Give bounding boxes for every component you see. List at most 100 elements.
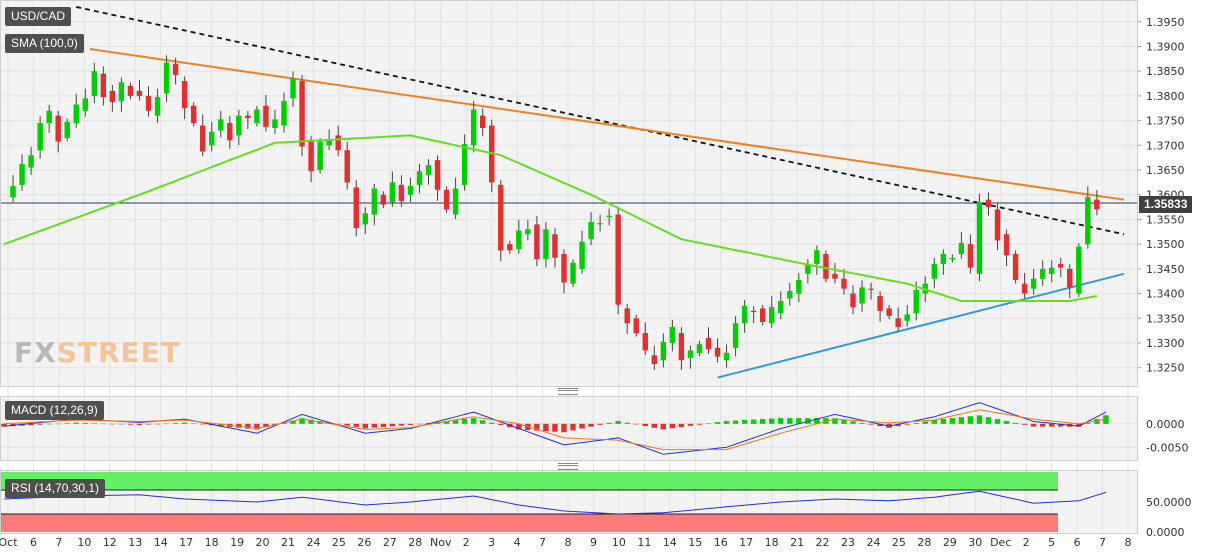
macd-histogram-bar bbox=[82, 423, 88, 424]
y-tick-label: 1.3800 bbox=[1146, 90, 1185, 103]
candle-bullish bbox=[407, 186, 414, 195]
macd-histogram-bar bbox=[796, 418, 802, 424]
x-tick-label: 7 bbox=[1099, 536, 1106, 549]
x-tick-label: 21 bbox=[281, 536, 295, 549]
candle-bullish bbox=[805, 265, 811, 274]
y-tick-label: 1.3750 bbox=[1146, 115, 1185, 128]
macd-histogram-bar bbox=[1076, 423, 1082, 427]
candle-bullish bbox=[371, 188, 378, 215]
candle-bullish bbox=[470, 109, 477, 146]
y-tick-label: 1.3350 bbox=[1146, 312, 1185, 325]
candle-bullish bbox=[525, 229, 531, 235]
macd-histogram-bar bbox=[579, 423, 585, 429]
candle-bullish bbox=[931, 263, 938, 279]
candle-bearish bbox=[624, 308, 630, 324]
macd-histogram-bar bbox=[868, 423, 874, 425]
candle-bullish bbox=[64, 121, 70, 138]
sma-100-line bbox=[3, 134, 1098, 302]
pane-resize-handle-rsi[interactable] bbox=[558, 463, 578, 470]
x-tick-label: 29 bbox=[943, 536, 957, 549]
candle-bullish bbox=[281, 100, 287, 126]
macd-label[interactable]: MACD (12,26,9) bbox=[5, 401, 104, 420]
x-tick-label: 2 bbox=[1023, 536, 1030, 549]
macd-line bbox=[3, 402, 1107, 455]
x-tick-label: 21 bbox=[790, 536, 804, 549]
candle-bearish bbox=[434, 160, 441, 190]
watermark-fx: FX bbox=[14, 336, 57, 369]
candle-bearish bbox=[507, 244, 513, 251]
candle-bearish bbox=[127, 86, 134, 96]
x-tick-label: 8 bbox=[565, 536, 572, 549]
candle-bullish bbox=[236, 115, 242, 136]
candle-bullish bbox=[1076, 246, 1082, 294]
macd-histogram-bar bbox=[55, 423, 61, 425]
rsi-oversold-zone bbox=[1, 514, 1058, 532]
candle-bearish bbox=[615, 214, 621, 305]
macd-histogram-bar bbox=[407, 423, 414, 425]
macd-histogram-bar bbox=[443, 421, 450, 424]
macd-histogram-bar bbox=[687, 423, 694, 426]
macd-histogram-bar bbox=[759, 419, 766, 424]
candle-bullish bbox=[660, 341, 667, 361]
macd-histogram-bar bbox=[561, 423, 567, 433]
macd-histogram-bar bbox=[967, 416, 974, 424]
macd-histogram-bar bbox=[994, 419, 1001, 424]
macd-histogram-bar bbox=[498, 423, 504, 425]
macd-series bbox=[1, 402, 1109, 455]
candle-bullish bbox=[209, 131, 215, 146]
candle-bullish bbox=[976, 202, 983, 274]
x-tick-label: 8 bbox=[1125, 536, 1132, 549]
pane-resize-handle-macd[interactable] bbox=[558, 388, 578, 395]
sma-label[interactable]: SMA (100,0) bbox=[5, 34, 84, 53]
candle-bearish bbox=[750, 310, 757, 313]
candle-bullish bbox=[46, 110, 52, 124]
macd-histogram-bar bbox=[416, 423, 423, 425]
candle-bearish bbox=[443, 189, 450, 210]
candle-bullish bbox=[1049, 267, 1055, 274]
x-tick-label: 10 bbox=[612, 536, 626, 549]
x-tick-label: 22 bbox=[816, 536, 830, 549]
macd-histogram-bar bbox=[344, 423, 350, 426]
watermark-street: STREET bbox=[56, 336, 181, 369]
macd-histogram-bar bbox=[588, 423, 594, 427]
rsi-label[interactable]: RSI (14,70,30,1) bbox=[5, 479, 106, 498]
macd-histogram-bar bbox=[841, 419, 847, 424]
macd-histogram-bar bbox=[552, 423, 558, 432]
candle-bearish bbox=[344, 150, 350, 183]
candle-bullish bbox=[796, 279, 802, 294]
candle-bullish bbox=[362, 213, 368, 225]
y-tick-label: 1.3850 bbox=[1146, 65, 1185, 78]
macd-histogram-bar bbox=[516, 423, 522, 430]
candle-bearish bbox=[651, 355, 658, 364]
macd-histogram-bar bbox=[615, 420, 621, 424]
y-tick-label: 1.3700 bbox=[1146, 139, 1185, 152]
macd-histogram-bar bbox=[145, 423, 152, 425]
candle-bearish bbox=[181, 81, 188, 109]
candle-bearish bbox=[895, 318, 901, 327]
x-tick-label: 13 bbox=[128, 536, 142, 549]
candle-bullish bbox=[741, 305, 748, 324]
macd-histogram-bar bbox=[308, 419, 314, 424]
candle-bearish bbox=[55, 115, 61, 142]
candle-bullish bbox=[516, 230, 522, 250]
x-tick-label: Nov bbox=[430, 536, 452, 549]
candle-bullish bbox=[732, 323, 739, 348]
macd-histogram-bar bbox=[913, 423, 919, 424]
candle-bullish bbox=[163, 62, 170, 94]
candle-bearish bbox=[109, 90, 116, 103]
macd-histogram-bar bbox=[489, 422, 495, 424]
candle-bullish bbox=[73, 104, 79, 124]
macd-histogram-bar bbox=[100, 423, 107, 425]
x-tick-label: 7 bbox=[539, 536, 546, 549]
symbol-label[interactable]: USD/CAD bbox=[5, 7, 72, 26]
candle-bullish bbox=[669, 326, 676, 343]
candle-bullish bbox=[579, 241, 585, 269]
macd-histogram-bar bbox=[1021, 423, 1028, 425]
candle-bullish bbox=[606, 215, 612, 217]
macd-histogram-bar bbox=[371, 423, 378, 428]
candle-bearish bbox=[1058, 263, 1064, 268]
macd-histogram-bar bbox=[660, 423, 667, 430]
candle-bearish bbox=[552, 234, 558, 258]
candlestick-series bbox=[10, 55, 1100, 370]
macd-histogram-bar bbox=[461, 419, 468, 424]
